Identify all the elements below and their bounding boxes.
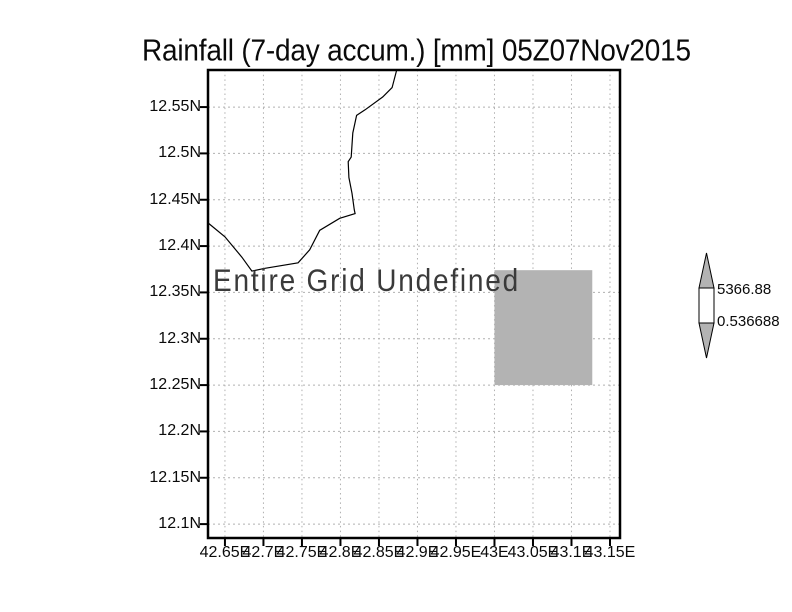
- colorbar: [698, 252, 715, 359]
- colorbar-box: [698, 287, 715, 324]
- colorbar-top-arrow: [698, 252, 715, 289]
- coastline-path: [207, 69, 398, 272]
- undefined-region-rect: [494, 270, 593, 386]
- undefined-grid-label: Entire Grid Undefined: [213, 263, 521, 298]
- colorbar-max-label: 5366.88: [717, 281, 772, 298]
- colorbar-bottom-arrow: [698, 322, 715, 359]
- plot-title: Rainfall (7-day accum.) [mm] 05Z07Nov201…: [142, 33, 691, 68]
- map-frame: [206, 68, 622, 540]
- colorbar-min-label: 0.536688: [717, 313, 780, 330]
